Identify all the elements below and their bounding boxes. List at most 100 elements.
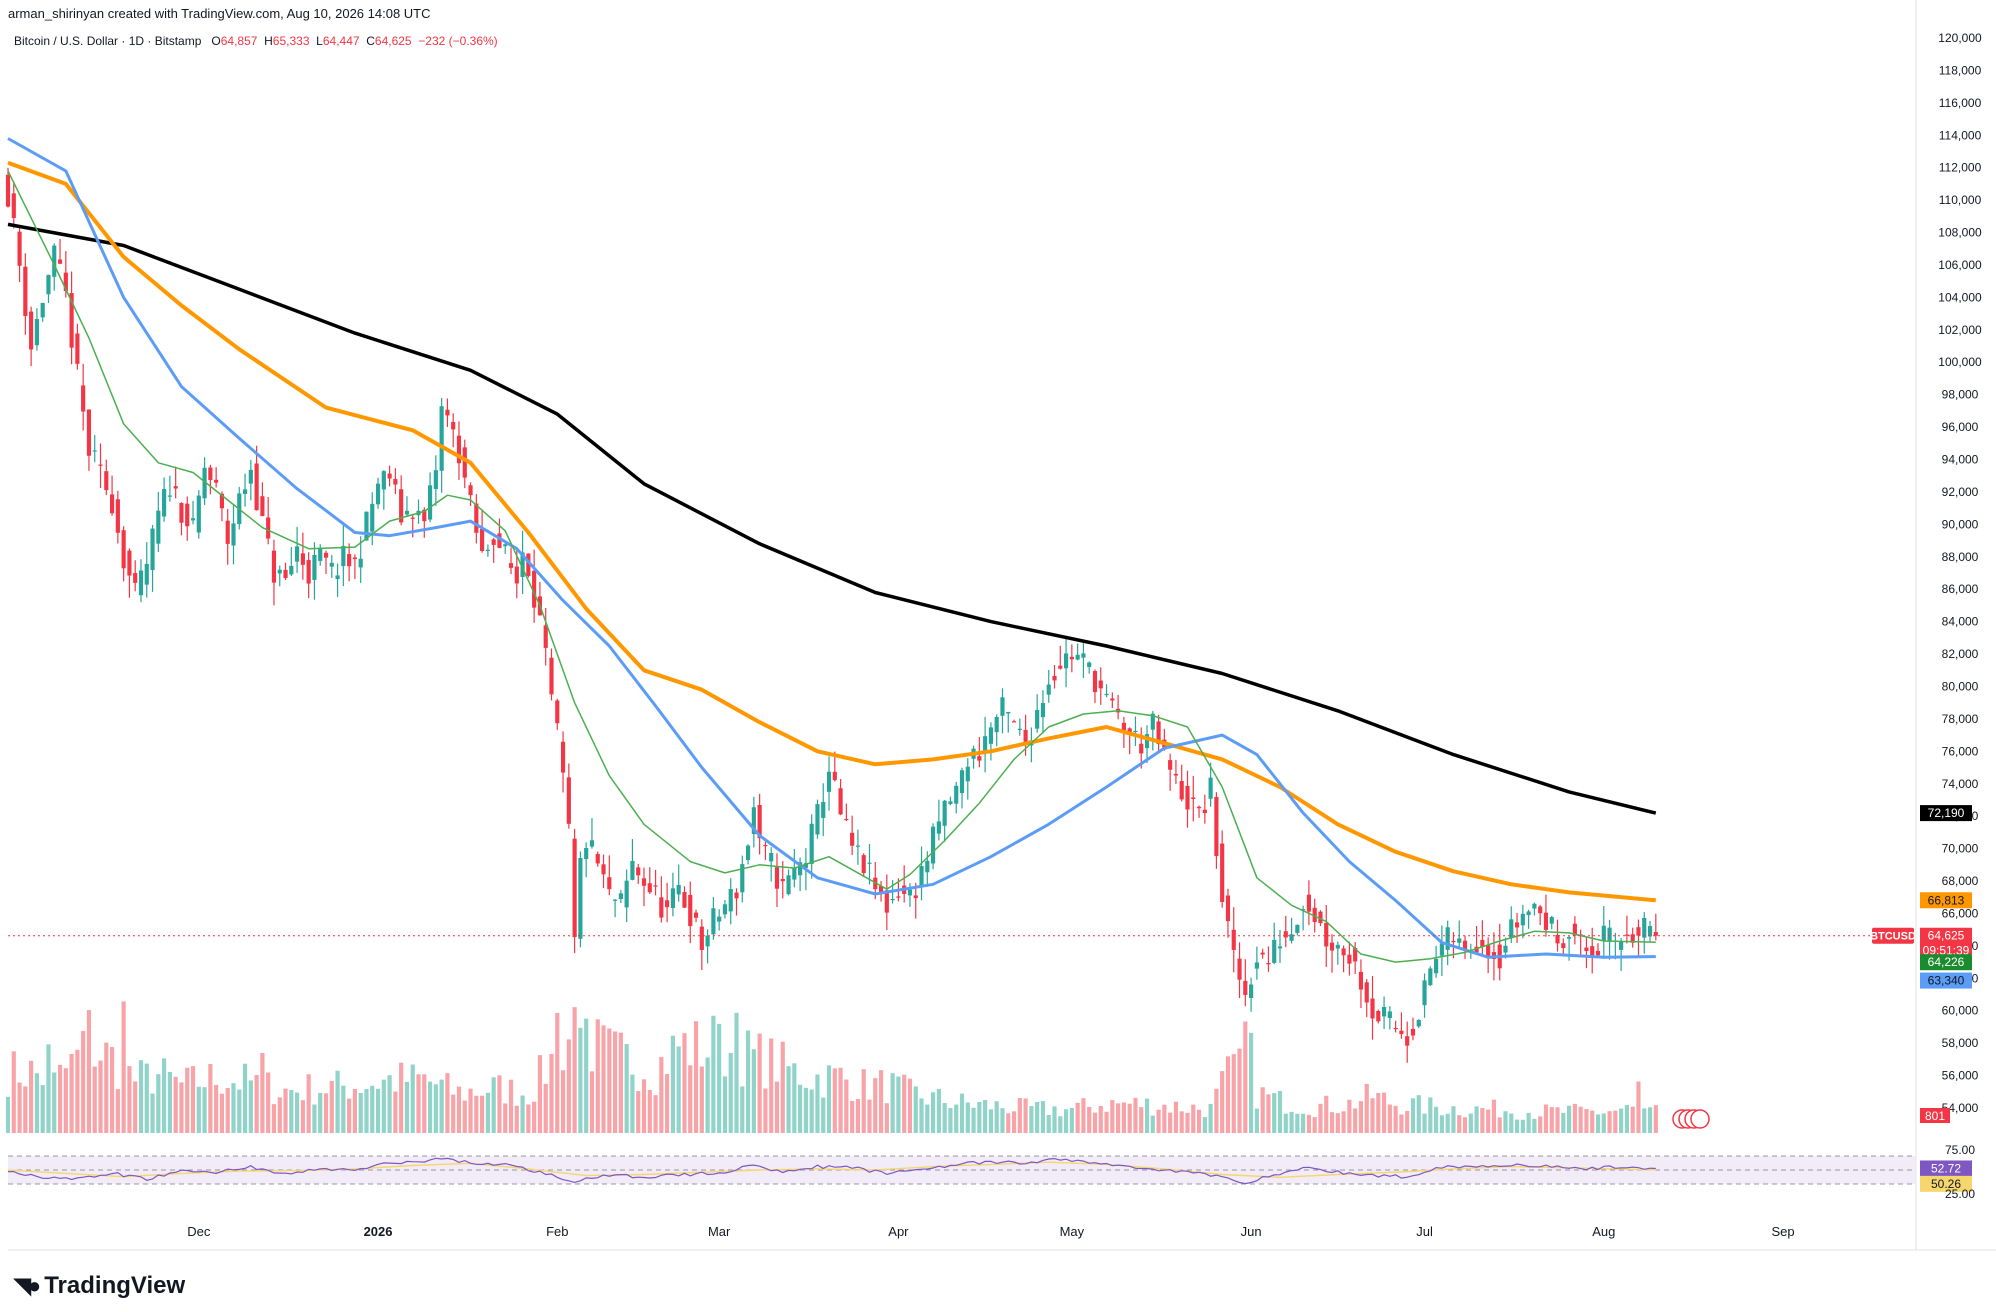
volume-bar — [1399, 1114, 1404, 1133]
candle-body — [266, 517, 271, 539]
candle-body — [514, 566, 519, 584]
volume-bar — [1237, 1048, 1242, 1133]
volume-bar — [1035, 1102, 1040, 1133]
volume-bar — [23, 1086, 28, 1133]
candle-body — [1387, 1011, 1392, 1019]
x-tick-label: Mar — [708, 1224, 731, 1239]
volume-bar — [1116, 1103, 1121, 1133]
volume-bar — [1260, 1087, 1265, 1133]
candle-body — [780, 878, 785, 882]
candle-body — [1601, 925, 1606, 941]
volume-bar — [1110, 1100, 1115, 1133]
candle-body — [844, 818, 849, 821]
candle-body — [555, 700, 560, 724]
volume-bar — [1578, 1106, 1583, 1133]
volume-bar — [1491, 1099, 1497, 1133]
candle-body — [127, 550, 132, 576]
tradingview-logo-text: TradingView — [44, 1272, 186, 1299]
volume-bar — [676, 1046, 681, 1133]
candle-body — [109, 494, 115, 514]
symbol-price-tag-text: BTCUSD — [1870, 931, 1916, 943]
volume-bar — [1555, 1107, 1560, 1133]
candle-body — [682, 891, 687, 908]
volume-bar — [1144, 1098, 1150, 1133]
candle-body — [1624, 934, 1629, 936]
volume-bar — [427, 1081, 433, 1133]
ohlc-close: 64,625 — [374, 34, 412, 48]
candle-body — [508, 563, 514, 568]
volume-bar — [1462, 1117, 1468, 1133]
candle-body — [306, 560, 311, 584]
volume-bar — [636, 1091, 641, 1133]
candle-body — [792, 868, 797, 880]
candle-body — [1555, 934, 1560, 944]
volume-bar — [1040, 1101, 1046, 1133]
candle-body — [1237, 958, 1242, 980]
candle-body — [1110, 698, 1115, 701]
price-tag — [1920, 972, 1972, 989]
volume-bar — [219, 1093, 225, 1133]
volume-bar — [1503, 1111, 1508, 1133]
rsi-tick-label: 75.00 — [1945, 1143, 1975, 1157]
candle-body — [1127, 728, 1132, 735]
volume-bar — [913, 1086, 918, 1133]
candle-body — [341, 545, 346, 567]
candle-body — [115, 499, 120, 533]
candle-body — [92, 450, 97, 452]
candle-body — [1578, 934, 1583, 936]
volume-bar — [254, 1074, 259, 1133]
candle-body — [271, 550, 277, 583]
volume-bar — [468, 1088, 473, 1133]
candle-body — [173, 486, 178, 489]
candle-body — [873, 877, 878, 890]
ohlc-low: 64,447 — [322, 34, 360, 48]
candle-body — [248, 469, 253, 484]
y-tick-label: 70,000 — [1942, 842, 1979, 856]
volume-bar — [1532, 1118, 1537, 1133]
candle-body — [925, 860, 930, 873]
volume-bar — [410, 1064, 415, 1133]
candle-body — [1295, 924, 1300, 933]
volume-bar — [335, 1070, 340, 1133]
y-tick-label: 118,000 — [1939, 63, 1982, 77]
volume-bar — [485, 1092, 490, 1133]
volume-bar — [5, 1096, 11, 1133]
volume-bar — [1428, 1097, 1433, 1133]
candle-body — [543, 625, 548, 648]
y-tick-label: 106,000 — [1938, 258, 1982, 272]
candle-body — [595, 853, 600, 864]
candle-body — [798, 862, 803, 876]
candle-body — [734, 892, 739, 899]
candle-body — [1139, 743, 1144, 754]
rsi-ma-tag — [1920, 1175, 1972, 1192]
candle-body — [1497, 944, 1502, 969]
candle-body — [1353, 947, 1358, 962]
volume-bar — [1168, 1112, 1173, 1133]
volume-bar — [1370, 1098, 1375, 1133]
volume-bar — [1214, 1088, 1219, 1133]
candle-body — [1474, 946, 1479, 953]
y-tick-label: 98,000 — [1942, 388, 1979, 402]
volume-bar — [1254, 1108, 1259, 1133]
volume-bar — [456, 1086, 462, 1133]
volume-bar — [1561, 1112, 1566, 1133]
candle-body — [11, 193, 16, 218]
candle-body — [202, 467, 207, 499]
y-tick-label: 78,000 — [1942, 712, 1979, 726]
volume-bar — [925, 1104, 930, 1133]
volume-bar — [1272, 1093, 1277, 1133]
y-tick-label: 92,000 — [1942, 485, 1979, 499]
volume-bar — [722, 1076, 728, 1133]
volume-bar — [1416, 1095, 1421, 1133]
candle-body — [1035, 710, 1040, 729]
candle-body — [1058, 665, 1063, 669]
candle-body — [283, 569, 288, 579]
candle-body — [1538, 906, 1543, 914]
volume-bar — [1526, 1112, 1531, 1133]
volume-bar — [1191, 1104, 1196, 1133]
volume-bar — [566, 1039, 571, 1133]
candle-body — [1486, 945, 1491, 959]
rsi-tick-label: 25.00 — [1945, 1187, 1975, 1201]
volume-bar — [11, 1051, 16, 1133]
